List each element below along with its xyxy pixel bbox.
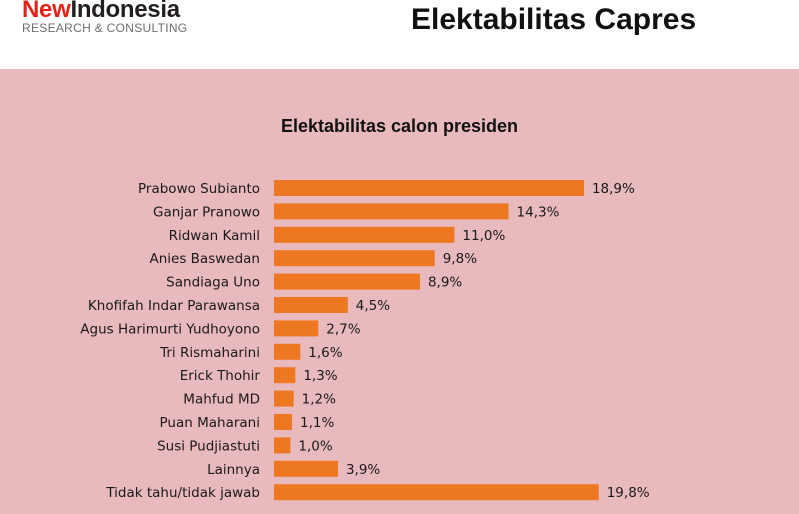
logo-wordmark: NewIndonesia [22, 0, 187, 24]
data-label: 1,1% [300, 415, 334, 431]
category-label: Prabowo Subianto [138, 181, 260, 197]
category-label: Ridwan Kamil [169, 228, 260, 244]
category-label: Agus Harimurti Yudhoyono [80, 321, 260, 337]
bar [274, 484, 599, 501]
bar [274, 273, 420, 290]
data-label: 3,9% [346, 462, 380, 478]
bar [274, 343, 301, 360]
category-label: Tidak tahu/tidak jawab [105, 485, 260, 501]
data-label: 1,6% [308, 345, 342, 361]
category-label: Khofifah Indar Parawansa [88, 298, 260, 314]
slide-header: NewIndonesia RESEARCH & CONSULTING Elekt… [0, 0, 799, 69]
bar [274, 297, 348, 313]
logo-tagline: RESEARCH & CONSULTING [22, 21, 188, 35]
bar [274, 320, 319, 337]
bar [274, 180, 584, 196]
data-label: 1,3% [303, 368, 337, 384]
logo-new-text: New [22, 0, 71, 23]
data-label: 1,0% [298, 438, 332, 454]
bar [274, 226, 455, 243]
bar [274, 414, 293, 430]
category-label: Ganjar Pranowo [153, 204, 260, 220]
data-label: 8,9% [428, 275, 462, 291]
bar [274, 460, 338, 477]
bar [274, 203, 509, 220]
chart-panel [0, 69, 799, 514]
data-label: 11,0% [462, 228, 505, 244]
data-label: 19,8% [607, 485, 650, 501]
chart-title: Elektabilitas calon presiden [280, 116, 519, 136]
bar [274, 250, 435, 267]
category-label: Tri Rismaharini [159, 345, 260, 361]
bar [274, 367, 296, 384]
category-label: Erick Thohir [180, 368, 261, 384]
logo-indonesia-text: Indonesia [70, 0, 180, 23]
data-label: 1,2% [302, 392, 336, 408]
data-label: 18,9% [592, 181, 635, 197]
data-label: 14,3% [517, 204, 560, 220]
category-label: Sandiaga Uno [166, 275, 260, 291]
category-label: Anies Baswedan [150, 251, 261, 267]
company-logo: NewIndonesia RESEARCH & CONSULTING [22, 0, 187, 35]
category-label: Puan Maharani [160, 415, 260, 431]
data-label: 2,7% [326, 321, 360, 337]
category-label: Susi Pudjiastuti [157, 438, 260, 454]
category-label: Mahfud MD [183, 392, 260, 408]
data-label: 4,5% [356, 298, 390, 314]
bar [274, 390, 294, 407]
data-label: 9,8% [443, 251, 477, 267]
slide-title: Elektabilitas Capres [411, 3, 697, 36]
category-label: Lainnya [207, 462, 260, 478]
bar [274, 437, 291, 454]
